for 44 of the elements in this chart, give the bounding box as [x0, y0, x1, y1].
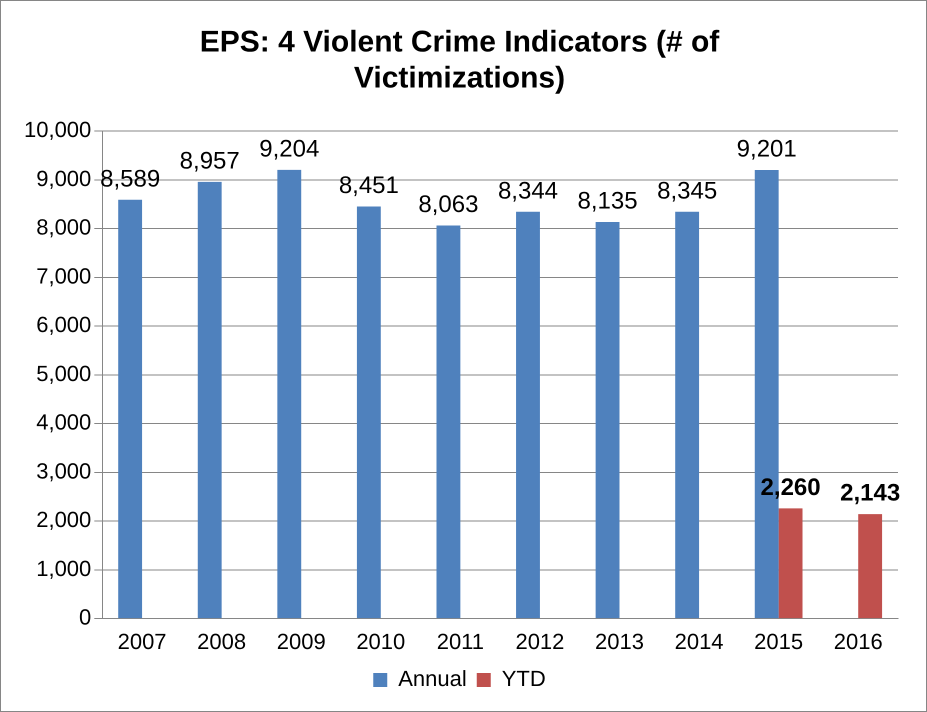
- x-tick-label: 2014: [674, 628, 724, 654]
- data-label: 8,345: [657, 177, 718, 204]
- data-label: 2,143: [840, 480, 900, 507]
- x-tick-label: 2016: [834, 628, 883, 654]
- bar: [858, 514, 882, 618]
- data-label: 8,589: [100, 165, 160, 192]
- x-tick-label: 2009: [276, 628, 326, 654]
- x-tick-label: 2008: [197, 628, 246, 654]
- x-tick-label: 2010: [356, 628, 406, 654]
- y-tick-label: 5,000: [36, 360, 92, 386]
- data-label: 8,957: [180, 147, 240, 174]
- legend-label: YTD: [502, 666, 546, 692]
- y-tick-label: 1,000: [36, 556, 92, 581]
- y-tick-label: 9,000: [36, 166, 92, 191]
- bar: [596, 222, 620, 618]
- data-label: 8,451: [338, 172, 399, 200]
- data-label: 8,135: [578, 188, 638, 215]
- bar: [516, 212, 540, 618]
- bar: [118, 200, 142, 618]
- y-tick-label: 0: [79, 604, 92, 630]
- chart-title: EPS: 4 Violent Crime Indicators (# of Victimizations): [200, 25, 720, 94]
- x-tick-label: 2007: [118, 628, 167, 654]
- bar: [778, 508, 803, 618]
- data-label: 9,201: [736, 136, 797, 163]
- y-tick-label: 10,000: [24, 117, 92, 142]
- data-label: 9,204: [259, 135, 320, 162]
- bar: [198, 182, 222, 618]
- x-tick-label: 2013: [595, 628, 644, 654]
- y-tick-label: 3,000: [36, 458, 92, 484]
- x-tick-label: 2012: [515, 628, 564, 654]
- x-tick-label: 2011: [436, 628, 484, 654]
- data-label: 8,063: [418, 191, 478, 218]
- bar: [436, 225, 460, 618]
- bar: [277, 170, 302, 618]
- x-tick-label: 2015: [754, 628, 804, 654]
- bar: [356, 206, 381, 618]
- y-tick-label: 4,000: [36, 410, 92, 435]
- data-label: 8,344: [498, 177, 558, 204]
- y-tick-label: 7,000: [36, 263, 92, 288]
- bar: [675, 212, 700, 618]
- y-tick-label: 6,000: [36, 312, 92, 338]
- y-tick-label: 2,000: [36, 507, 92, 532]
- y-tick-label: 8,000: [36, 214, 92, 240]
- legend-label: Annual: [398, 666, 467, 692]
